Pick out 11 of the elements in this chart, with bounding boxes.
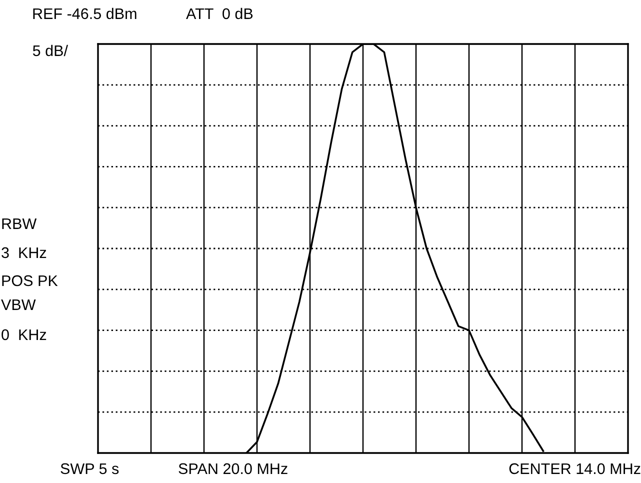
text: SWP 5 s	[60, 463, 119, 474]
text: 0 KHz	[2, 329, 46, 340]
text: REF -46.5 dBm	[33, 8, 136, 20]
text: ATT 0 dB	[186, 8, 253, 20]
text: SPAN 20.0 MHz	[178, 463, 288, 474]
text: RBW	[2, 218, 37, 229]
text: 3 KHz	[2, 247, 46, 258]
text: POS PK	[2, 275, 58, 286]
text: VBW	[1, 299, 36, 310]
text: 5 dB/	[32, 44, 68, 56]
text: CENTER 14.0 MHz	[509, 463, 640, 474]
